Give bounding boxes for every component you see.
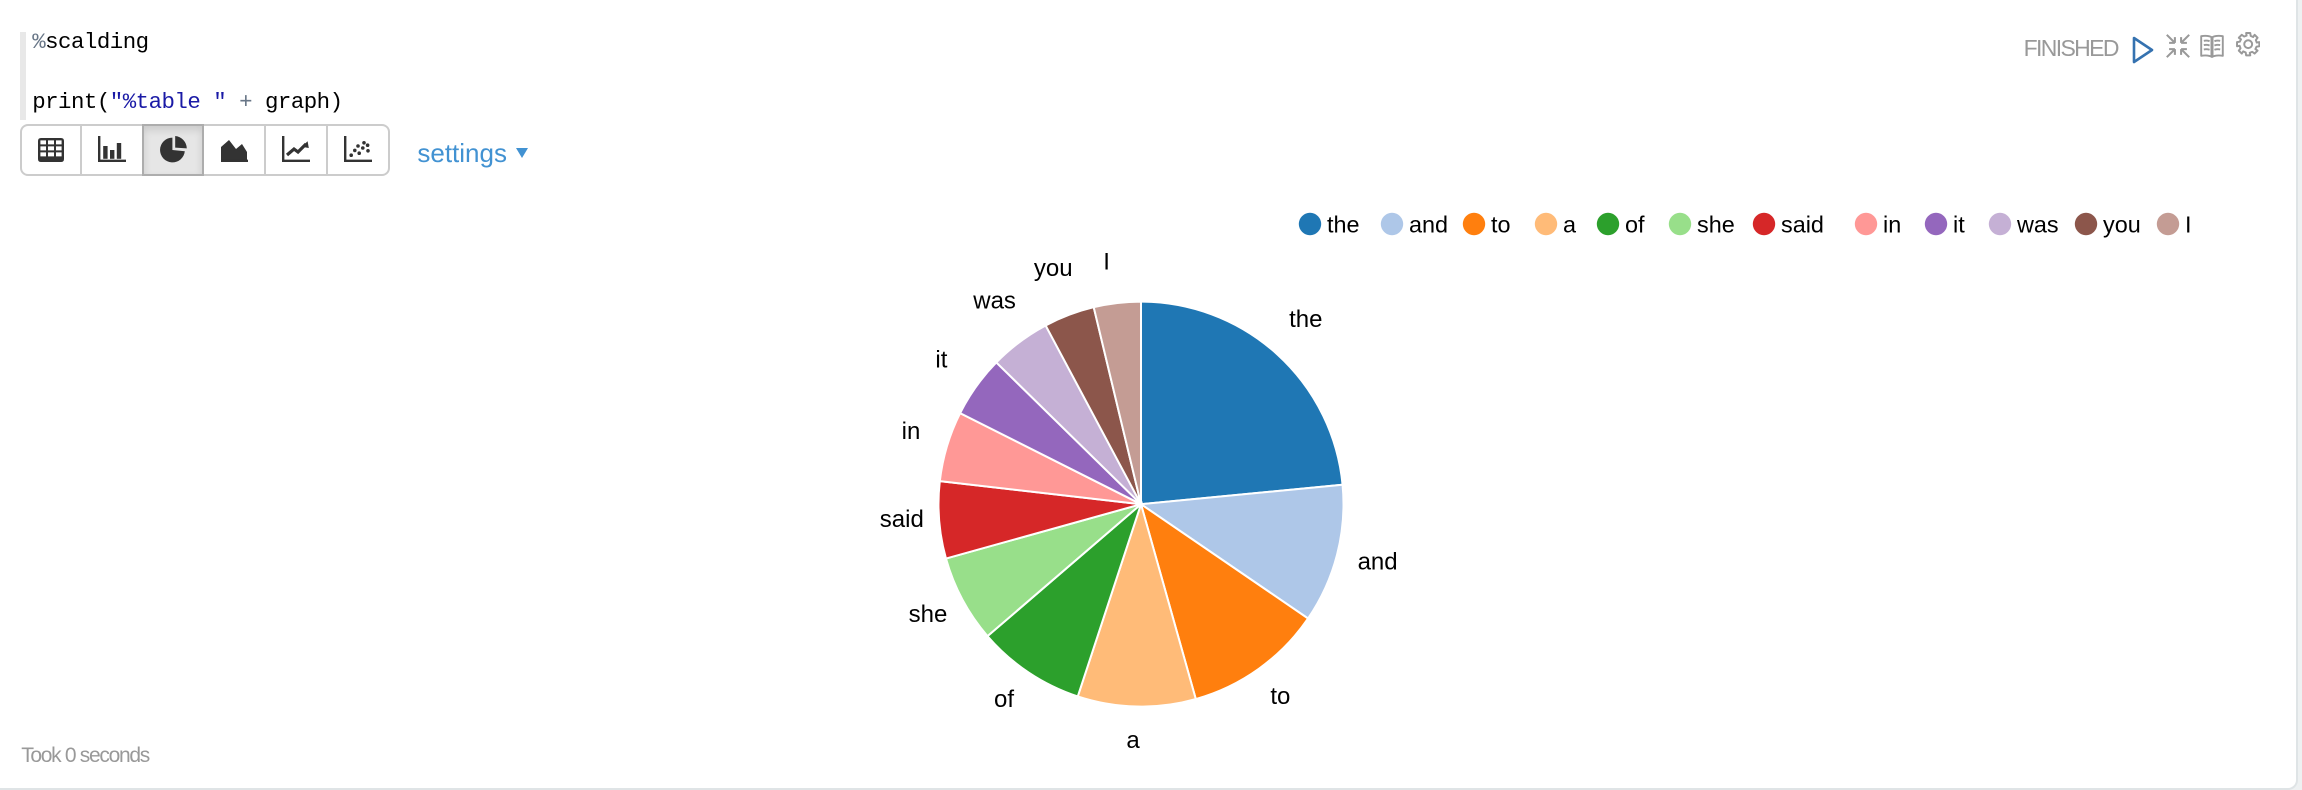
- svg-text:was: was: [2016, 211, 2059, 237]
- svg-text:was: was: [972, 287, 1016, 314]
- svg-text:of: of: [994, 686, 1014, 713]
- svg-text:said: said: [1781, 211, 1824, 237]
- svg-text:said: said: [880, 506, 924, 533]
- svg-text:a: a: [1126, 727, 1140, 754]
- svg-text:the: the: [1327, 211, 1360, 237]
- svg-text:to: to: [1270, 683, 1290, 710]
- svg-text:to: to: [1491, 211, 1511, 237]
- svg-text:I: I: [1103, 248, 1110, 275]
- svg-text:it: it: [935, 346, 947, 373]
- svg-text:a: a: [1563, 211, 1577, 237]
- svg-text:you: you: [2103, 211, 2141, 237]
- svg-text:she: she: [1697, 211, 1735, 237]
- svg-text:of: of: [1625, 211, 1645, 237]
- svg-text:I: I: [2185, 211, 2192, 237]
- svg-text:she: she: [909, 601, 948, 628]
- svg-text:and: and: [1358, 548, 1398, 575]
- svg-text:and: and: [1409, 211, 1448, 237]
- svg-text:the: the: [1289, 306, 1322, 333]
- svg-text:in: in: [902, 418, 921, 445]
- svg-text:you: you: [1034, 255, 1073, 282]
- svg-text:it: it: [1953, 211, 1965, 237]
- svg-text:in: in: [1883, 211, 1901, 237]
